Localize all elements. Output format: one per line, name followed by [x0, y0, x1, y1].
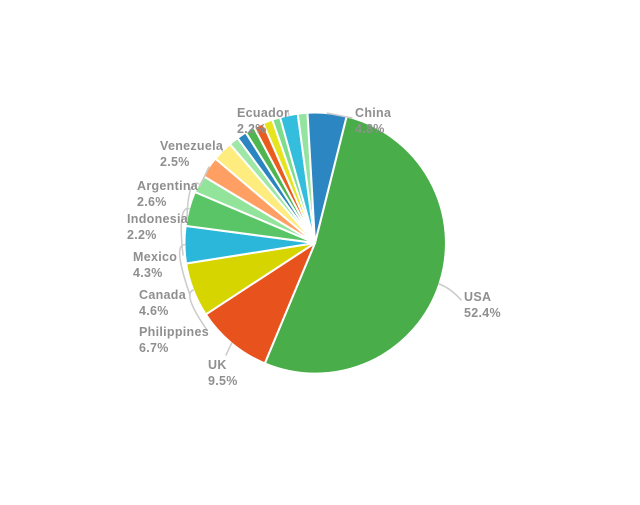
slice-label-name-ecuador: Ecuador — [237, 106, 289, 120]
slice-label-value-venezuela: 2.5% — [160, 155, 190, 169]
slice-label-value-china: 4.8% — [355, 122, 385, 136]
slice-label-value-indonesia: 2.2% — [127, 228, 157, 242]
leader-line-venezuela — [220, 145, 224, 152]
leader-line-usa — [438, 283, 462, 301]
leader-line-indonesia — [186, 182, 200, 220]
slice-label-name-uk: UK — [208, 358, 227, 372]
leader-line-uk — [225, 342, 233, 356]
slice-label-name-usa: USA — [464, 290, 491, 304]
slice-label-value-ecuador: 2.2% — [237, 122, 267, 136]
slice-label-value-usa: 52.4% — [464, 306, 501, 320]
leader-line-ecuador — [287, 111, 290, 116]
leader-lines — [178, 111, 462, 356]
leader-line-argentina — [199, 166, 210, 187]
slice-labels: USA 52.4% UK 9.5% Philippines 6.7% Canada 4.6% M… — [127, 106, 501, 388]
slice-label-name-venezuela: Venezuela — [160, 139, 224, 153]
slice-label-name-canada: Canada — [139, 288, 187, 302]
leader-line-philippines — [189, 289, 208, 331]
leader-line-canada — [178, 243, 191, 296]
slice-label-name-philippines: Philippines — [139, 325, 209, 339]
slice-label-name-china: China — [355, 106, 392, 120]
pie-slices — [183, 111, 447, 375]
leader-line-china — [326, 112, 353, 119]
slice-label-value-mexico: 4.3% — [133, 266, 163, 280]
slice-label-value-uk: 9.5% — [208, 374, 238, 388]
slice-label-name-mexico: Mexico — [133, 250, 177, 264]
slice-label-value-canada: 4.6% — [139, 304, 169, 318]
slice-label-value-argentina: 2.6% — [137, 195, 167, 209]
slice-label-name-indonesia: Indonesia — [127, 212, 189, 226]
slice-label-value-philippines: 6.7% — [139, 341, 169, 355]
slice-label-name-argentina: Argentina — [137, 179, 199, 193]
